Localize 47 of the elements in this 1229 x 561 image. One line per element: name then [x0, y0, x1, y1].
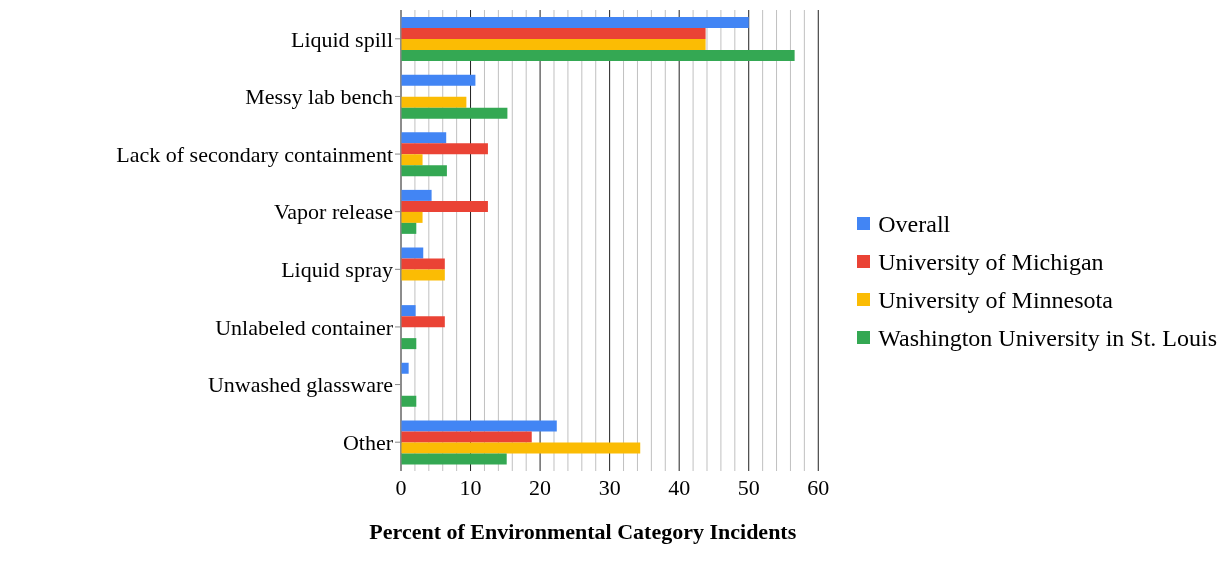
y-tick-label: Vapor release: [273, 199, 393, 225]
bar: [401, 200, 488, 212]
bar: [401, 222, 417, 234]
legend-label: Overall: [878, 209, 951, 239]
bar: [401, 338, 417, 350]
bar: [401, 442, 641, 454]
bar: [401, 154, 423, 166]
y-tick-label: Other: [342, 430, 394, 455]
legend-label: University of Minnesota: [878, 285, 1113, 315]
bar: [401, 453, 507, 465]
y-tick-label: Messy lab bench: [245, 84, 393, 110]
y-tick-label: Lack of secondary containment: [116, 141, 393, 167]
bar: [401, 431, 532, 443]
bar: [401, 269, 445, 281]
bar: [401, 211, 423, 223]
bar: [401, 39, 706, 50]
x-tick-label: 40: [668, 474, 691, 500]
bar: [401, 165, 447, 177]
bar: [401, 50, 795, 61]
x-axis-title: Percent of Environmental Category Incidents: [369, 519, 797, 544]
bar: [401, 305, 416, 317]
x-tick-label: 10: [459, 474, 482, 500]
bar: [401, 362, 409, 374]
bar: [401, 17, 749, 28]
x-tick-label: 20: [529, 474, 552, 500]
bar: [401, 420, 557, 432]
y-tick-label: Liquid spill: [290, 26, 393, 52]
bar: [401, 107, 508, 119]
bar: [401, 189, 432, 201]
x-tick-label: 60: [807, 474, 830, 500]
x-tick-label: 30: [598, 474, 621, 500]
bar: [401, 74, 476, 86]
y-tick-label: Liquid spray: [281, 257, 393, 283]
x-tick-label: 0: [395, 474, 407, 500]
bar: [401, 143, 488, 155]
bar: [401, 132, 447, 144]
legend-label: University of Michigan: [878, 247, 1104, 277]
bar: [401, 395, 417, 407]
bar: [401, 258, 445, 270]
bar: [401, 316, 445, 328]
x-tick-label: 50: [737, 474, 760, 500]
bar: [401, 28, 706, 39]
bar: [401, 96, 467, 108]
legend-label: Washington University in St. Louis: [878, 323, 1217, 353]
y-tick-label: Unlabeled container: [215, 314, 394, 340]
y-tick-label: Unwashed glassware: [207, 372, 393, 398]
bar: [401, 247, 424, 259]
